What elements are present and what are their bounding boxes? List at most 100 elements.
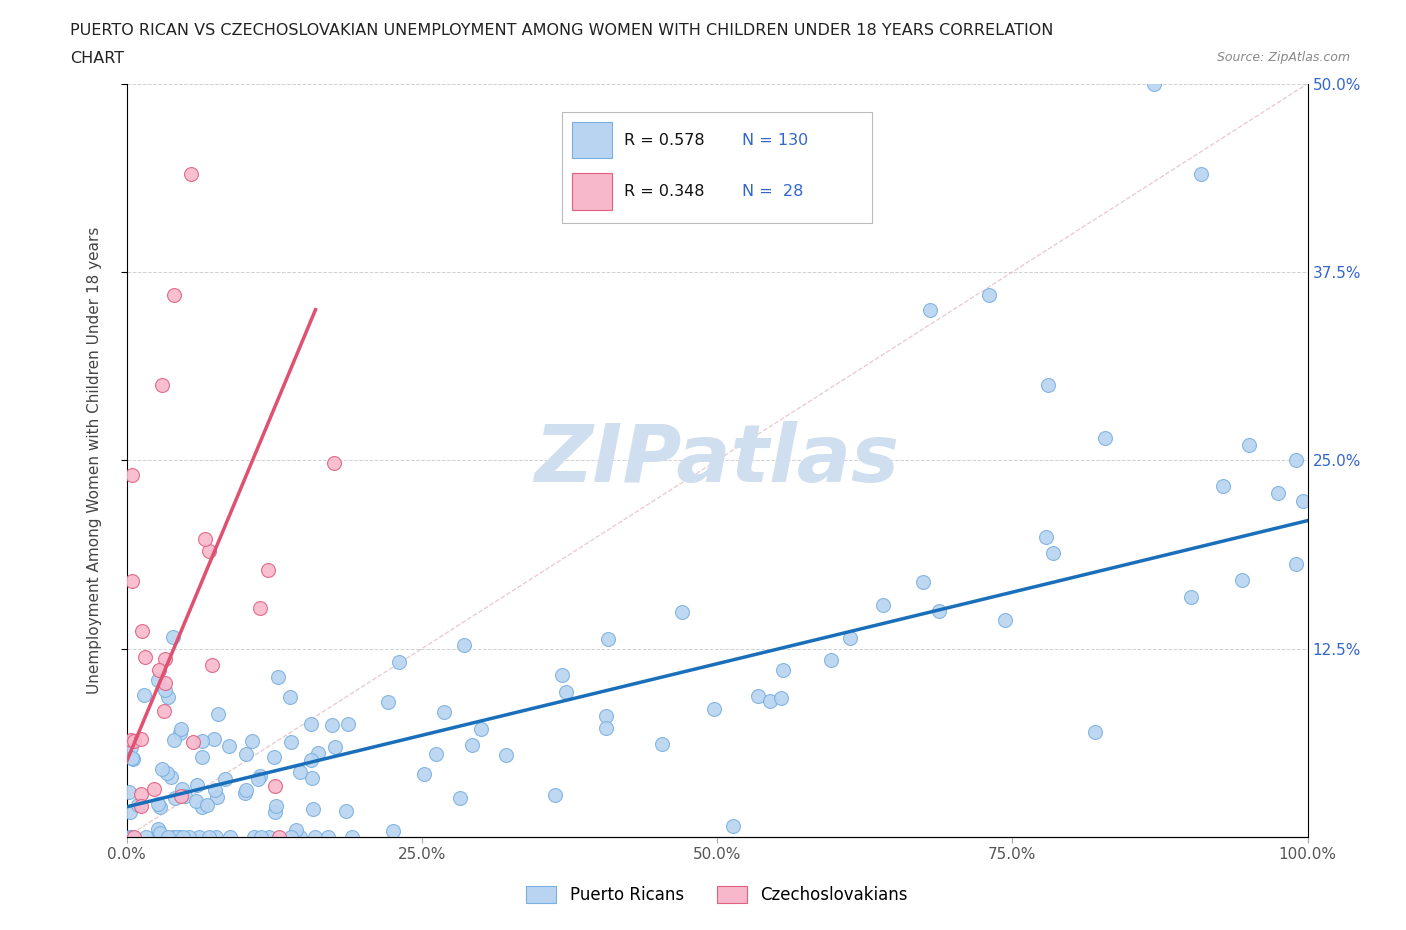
Point <box>219 830 242 844</box>
Point <box>121 830 143 844</box>
Point <box>148 797 170 812</box>
Point <box>595 709 617 724</box>
Point <box>165 830 187 844</box>
Point <box>148 663 170 678</box>
Point <box>249 768 271 783</box>
Point <box>190 734 212 749</box>
Point <box>322 456 344 471</box>
Point <box>169 789 191 804</box>
Point <box>284 822 307 837</box>
Text: Source: ZipAtlas.com: Source: ZipAtlas.com <box>1216 51 1350 64</box>
Point <box>122 830 145 844</box>
Point <box>121 468 143 483</box>
Point <box>201 658 224 673</box>
Text: CHART: CHART <box>70 51 124 66</box>
Point <box>269 830 291 844</box>
Point <box>555 684 578 699</box>
Point <box>149 825 172 840</box>
Point <box>1094 431 1116 445</box>
Point <box>122 751 145 766</box>
Point <box>918 302 941 317</box>
Point <box>703 701 725 716</box>
Point <box>249 600 271 615</box>
Point <box>155 652 177 667</box>
Point <box>596 631 619 646</box>
Point <box>977 287 1000 302</box>
Point <box>288 765 311 780</box>
Point <box>174 789 197 804</box>
Point <box>198 543 221 558</box>
Point <box>143 781 166 796</box>
Point <box>495 748 517 763</box>
Point <box>160 769 183 784</box>
Point <box>146 821 169 836</box>
Point <box>1285 453 1308 468</box>
Point <box>165 790 187 805</box>
Point <box>195 797 218 812</box>
Point <box>148 830 170 844</box>
Point <box>198 830 221 844</box>
Point <box>162 629 184 644</box>
Point <box>259 830 281 844</box>
Point <box>127 798 149 813</box>
Point <box>412 767 434 782</box>
Point <box>321 717 343 732</box>
Point <box>1143 76 1166 91</box>
Point <box>551 668 574 683</box>
Point <box>769 691 792 706</box>
Point <box>120 733 142 748</box>
Point <box>205 830 228 844</box>
Point <box>205 790 228 804</box>
Point <box>249 830 271 844</box>
Point <box>150 762 173 777</box>
Point <box>1212 479 1234 494</box>
Point <box>838 631 860 645</box>
Point <box>246 771 269 786</box>
Point <box>177 830 200 844</box>
Point <box>382 823 405 838</box>
Point <box>152 704 174 719</box>
Point <box>820 653 842 668</box>
Point <box>194 532 217 547</box>
Point <box>425 747 447 762</box>
Point <box>301 770 323 785</box>
Point <box>453 637 475 652</box>
Point <box>1189 166 1212 181</box>
Point <box>387 655 409 670</box>
Point <box>721 818 744 833</box>
Point <box>304 830 326 844</box>
Point <box>323 739 346 754</box>
Point <box>377 695 399 710</box>
Text: R = 0.578: R = 0.578 <box>624 133 704 148</box>
Point <box>218 738 240 753</box>
Point <box>172 830 194 844</box>
Point <box>132 688 155 703</box>
Point <box>184 793 207 808</box>
Point <box>302 802 325 817</box>
Point <box>280 830 302 844</box>
Point <box>235 747 257 762</box>
Point <box>163 732 186 747</box>
Point <box>307 746 329 761</box>
Point <box>1084 724 1107 739</box>
Point <box>1042 546 1064 561</box>
Text: PUERTO RICAN VS CZECHOSLOVAKIAN UNEMPLOYMENT AMONG WOMEN WITH CHILDREN UNDER 18 : PUERTO RICAN VS CZECHOSLOVAKIAN UNEMPLOY… <box>70 23 1053 38</box>
Point <box>928 604 950 618</box>
Point <box>129 786 152 801</box>
Point <box>242 830 264 844</box>
Point <box>233 785 256 800</box>
Point <box>263 750 285 764</box>
Point <box>120 830 142 844</box>
Legend: Puerto Ricans, Czechoslovakians: Puerto Ricans, Czechoslovakians <box>526 886 908 904</box>
Point <box>169 722 191 737</box>
Point <box>167 830 190 844</box>
Point <box>1285 557 1308 572</box>
Point <box>290 830 312 844</box>
Point <box>772 663 794 678</box>
Point <box>156 689 179 704</box>
Point <box>1292 493 1315 508</box>
Point <box>120 830 142 844</box>
Point <box>299 752 322 767</box>
Point <box>759 694 782 709</box>
Point <box>994 612 1017 627</box>
